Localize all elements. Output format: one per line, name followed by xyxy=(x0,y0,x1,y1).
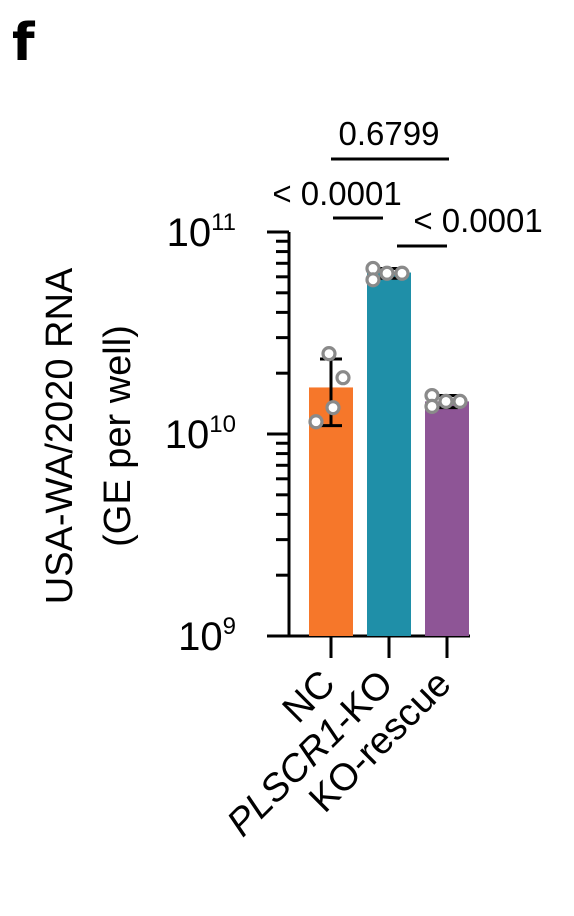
y-tick-exponent: 9 xyxy=(223,613,236,640)
data-point xyxy=(438,393,454,410)
y-tick-exponent: 10 xyxy=(209,411,236,438)
significance-label: < 0.0001 xyxy=(272,175,401,212)
significance-label: 0.6799 xyxy=(339,115,440,152)
data-point xyxy=(308,414,324,430)
y-axis-label-line-1: USA-WA/2020 RNA xyxy=(39,267,81,604)
bar xyxy=(367,272,411,636)
y-tick-label: 1010 xyxy=(165,411,236,457)
data-point xyxy=(365,272,381,288)
y-axis-label: USA-WA/2020 RNA (GE per well) xyxy=(39,267,139,604)
panel-label: f xyxy=(12,13,36,73)
significance-label: < 0.0001 xyxy=(413,202,542,239)
data-point xyxy=(424,398,440,414)
data-points xyxy=(308,260,468,430)
significance-brackets: < 0.0001 < 0.0001 0.6799 xyxy=(272,115,543,248)
bar xyxy=(425,401,469,636)
data-point xyxy=(394,265,410,281)
y-tick-base: 10 xyxy=(178,615,223,659)
y-tick-base: 10 xyxy=(167,211,212,255)
y-tick-base: 10 xyxy=(165,413,210,457)
data-point xyxy=(379,265,395,281)
bars xyxy=(309,272,469,636)
y-tick-label: 1011 xyxy=(167,209,236,255)
y-tick-label: 109 xyxy=(178,613,236,659)
data-point xyxy=(321,346,337,362)
data-point xyxy=(452,393,468,410)
y-tick-exponent: 11 xyxy=(211,209,236,236)
data-point xyxy=(325,400,341,416)
y-axis-label-line-2: (GE per well) xyxy=(97,325,139,547)
data-point xyxy=(335,370,351,386)
